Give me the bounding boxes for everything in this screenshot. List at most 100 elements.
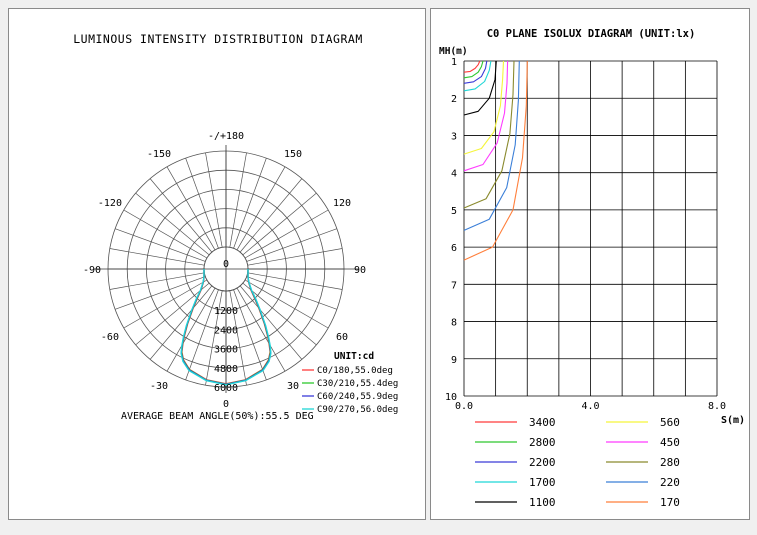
isolux-y-tick-label: 2 [451, 94, 457, 105]
isolux-curves [463, 60, 528, 261]
isolux-y-tick-label: 3 [451, 131, 457, 142]
polar-spoke [135, 282, 210, 346]
polar-spoke [149, 178, 213, 253]
isolux-contour-curve [463, 60, 509, 172]
polar-spoke [114, 276, 206, 310]
isolux-y-axis-label: MH(m) [439, 46, 468, 57]
polar-unit-label: UNIT:cd [334, 351, 374, 362]
polar-spoke [233, 289, 267, 381]
polar-chart: LUMINOUS INTENSITY DISTRIBUTION DIAGRAM … [73, 32, 398, 422]
isolux-y-tick-label: 9 [451, 355, 457, 366]
isolux-contour-curve [463, 60, 492, 92]
isolux-x-tick-label: 4.0 [581, 401, 599, 412]
polar-spoke [185, 289, 219, 381]
isolux-y-tick-label: 5 [451, 206, 457, 217]
isolux-legend-label: 2200 [529, 456, 556, 469]
isolux-chart: C0 PLANE ISOLUX DIAGRAM (UNIT:lx) MH(m) … [439, 28, 745, 509]
polar-center-label: 0 [223, 259, 229, 270]
polar-legend-label: C90/270,56.0deg [317, 405, 398, 415]
polar-spoke [242, 282, 317, 346]
isolux-legend-label: 170 [660, 496, 680, 509]
polar-angle-label: 90 [354, 265, 366, 276]
polar-angle-label: -60 [101, 332, 119, 343]
polar-angle-label: 60 [336, 332, 348, 343]
polar-grid [94, 145, 358, 393]
isolux-y-tick-label: 8 [451, 318, 457, 329]
isolux-grid [463, 60, 718, 397]
isolux-legend-label: 1700 [529, 476, 556, 489]
isolux-contour-curve [463, 60, 520, 231]
polar-spoke [242, 192, 317, 256]
polar-spoke [109, 248, 205, 266]
isolux-legend-label: 450 [660, 436, 680, 449]
isolux-x-axis-label: S(m) [721, 415, 745, 426]
isolux-contour-curve [463, 60, 484, 79]
polar-spoke [229, 290, 247, 386]
polar-spoke [246, 276, 338, 310]
isolux-contour-curve [463, 60, 481, 73]
polar-angle-labels: -/+180 150 -150 120 -120 90 -90 60 -60 30 -30 0 [83, 131, 366, 410]
polar-spoke [135, 192, 210, 256]
polar-angle-label: 30 [287, 381, 299, 392]
polar-spoke [229, 152, 247, 248]
polar-radial-tick-label: 1200 [214, 306, 238, 317]
polar-series-curve [180, 269, 272, 386]
isolux-title: C0 PLANE ISOLUX DIAGRAM (UNIT:lx) [487, 28, 696, 40]
polar-legend: C0/180,55.0deg C30/210,55.4deg C60/240,55.… [302, 366, 398, 415]
polar-angle-label: 120 [333, 198, 351, 209]
polar-angle-label: -/+180 [208, 131, 244, 142]
polar-spoke [236, 166, 286, 251]
isolux-legend-label: 1100 [529, 496, 556, 509]
polar-legend-label: C0/180,55.0deg [317, 366, 393, 376]
polar-spoke [114, 228, 206, 262]
polar-radial-tick-label: 4800 [214, 364, 238, 375]
polar-spoke [123, 279, 208, 329]
polar-spoke [247, 272, 343, 290]
polar-spoke [244, 209, 329, 259]
isolux-x-tick-label: 8.0 [708, 401, 726, 412]
isolux-contour-curve [463, 60, 515, 209]
polar-spoke [236, 287, 286, 372]
isolux-legend-label: 280 [660, 456, 680, 469]
isolux-y-tick-label: 7 [451, 280, 457, 291]
isolux-y-tick-label: 4 [451, 169, 457, 180]
isolux-legend-label: 3400 [529, 416, 556, 429]
isolux-y-tick-label: 10 [445, 392, 457, 403]
polar-angle-label: -30 [150, 381, 168, 392]
polar-spoke [205, 152, 223, 248]
polar-title: LUMINOUS INTENSITY DISTRIBUTION DIAGRAM [73, 32, 363, 46]
polar-spoke [185, 157, 219, 249]
isolux-legend-label: 220 [660, 476, 680, 489]
polar-spoke [166, 166, 216, 251]
isolux-contour-curve [463, 60, 505, 155]
polar-angle-label: -120 [98, 198, 122, 209]
isolux-x-ticks: 0.0 4.0 8.0 [455, 401, 726, 412]
isolux-legend: 3400 2800 2200 1700 1100 560 450 280 220 170 [475, 416, 680, 509]
polar-spoke [166, 287, 216, 372]
isolux-legend-label: 560 [660, 416, 680, 429]
polar-radial-tick-label: 6000 [214, 383, 238, 394]
isolux-x-tick-label: 0.0 [455, 401, 473, 412]
polar-legend-label: C60/240,55.9deg [317, 392, 398, 402]
polar-spoke [109, 272, 205, 290]
polar-footer: AVERAGE BEAM ANGLE(50%):55.5 DEG [121, 411, 314, 422]
isolux-contour-curve [463, 60, 497, 116]
polar-angle-label: 0 [223, 399, 229, 410]
polar-spoke [239, 285, 303, 360]
polar-angle-label: -90 [83, 265, 101, 276]
polar-spoke [244, 279, 329, 329]
isolux-y-tick-label: 6 [451, 243, 457, 254]
isolux-contour-curve [463, 60, 528, 261]
polar-radial-tick-label: 3600 [214, 345, 238, 356]
polar-angle-label: -150 [147, 149, 171, 160]
polar-spoke [239, 178, 303, 253]
isolux-y-tick-label: 1 [451, 57, 457, 68]
polar-spoke [247, 248, 343, 266]
polar-radial-tick-label: 2400 [214, 325, 238, 336]
polar-spoke [205, 290, 223, 386]
polar-spoke [123, 209, 208, 259]
polar-spoke [233, 157, 267, 249]
polar-spoke [149, 285, 213, 360]
polar-angle-label: 150 [284, 149, 302, 160]
polar-curves [180, 269, 272, 386]
